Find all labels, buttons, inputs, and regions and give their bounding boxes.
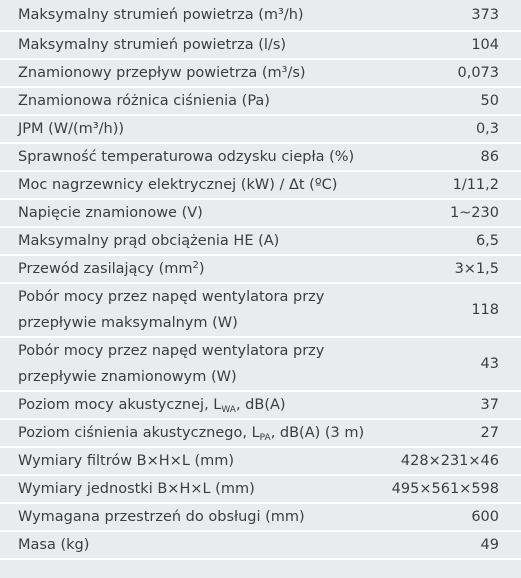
spec-label: Masa (kg) xyxy=(0,531,385,560)
label-text: , dB(A) (3 m) xyxy=(270,425,365,441)
spec-row: Moc nagrzewnicy elektrycznej (kW) / Δt (… xyxy=(0,171,521,200)
spec-label: Znamionowy przepływ powietrza (m³/s) xyxy=(0,59,385,88)
spec-label: Wymagana przestrzeń do obsługi (mm) xyxy=(0,503,385,532)
spec-row: Maksymalny strumień powietrza (m³/h) 373 xyxy=(0,0,521,32)
label-text: Sprawność temperaturowa odzysku ciepła (… xyxy=(18,149,355,165)
spec-label: Maksymalny prąd obciążenia HE (A) xyxy=(0,227,385,256)
label-text: ) xyxy=(198,261,205,277)
label-text: Masa (kg) xyxy=(18,537,90,553)
spec-label: Sprawność temperaturowa odzysku ciepła (… xyxy=(0,143,385,172)
label-text: , dB(A) xyxy=(235,397,286,413)
spec-value: 43 xyxy=(384,337,521,392)
spec-row: Maksymalny prąd obciążenia HE (A) 6,5 xyxy=(0,227,521,256)
spec-row: Pobór mocy przez napęd wentylatora przy p… xyxy=(0,337,521,392)
label-text: Poziom mocy akustycznej, L xyxy=(18,397,222,413)
spec-row: Pobór mocy przez napęd wentylatora przy p… xyxy=(0,283,521,338)
spec-value: 50 xyxy=(384,87,521,116)
label-text: Maksymalny strumień powietrza (l/s) xyxy=(18,37,287,53)
spec-value: 0,073 xyxy=(384,59,521,88)
spec-label: JPM (W/(m³/h)) xyxy=(0,115,385,144)
spec-row: Znamionowy przepływ powietrza (m³/s) 0,07… xyxy=(0,59,521,88)
label-line: Pobór mocy przez napęd wentylatora przy xyxy=(18,343,325,359)
spec-row: Wymagana przestrzeń do obsługi (mm) 600 xyxy=(0,503,521,532)
spec-value: 104 xyxy=(384,31,521,60)
label-text: Napięcie znamionowe (V) xyxy=(18,205,203,221)
spec-row: Sprawność temperaturowa odzysku ciepła (… xyxy=(0,143,521,172)
spec-row: Maksymalny strumień powietrza (l/s) 104 xyxy=(0,31,521,60)
spec-value: 373 xyxy=(384,0,521,32)
spec-row: Masa (kg) 49 xyxy=(0,531,521,560)
label-line: Pobór mocy przez napęd wentylatora przy xyxy=(18,289,325,305)
spec-value: 600 xyxy=(384,503,521,532)
spec-label: Pobór mocy przez napęd wentylatora przy p… xyxy=(0,337,385,392)
spec-label: Przewód zasilający (mm2) xyxy=(0,255,385,284)
label-line: przepływie maksymalnym (W) xyxy=(18,315,238,331)
spec-label: Poziom ciśnienia akustycznego, LPA, dB(A… xyxy=(0,419,385,448)
spec-label: Wymiary jednostki B×H×L (mm) xyxy=(0,475,385,504)
spec-row: Przewód zasilający (mm2) 3×1,5 xyxy=(0,255,521,284)
label-text: Znamionowy przepływ powietrza (m³/s) xyxy=(18,65,306,81)
spec-value: 495×561×598 xyxy=(384,475,521,504)
label-text: Znamionowa różnica ciśnienia (Pa) xyxy=(18,93,270,109)
spec-value: 0,3 xyxy=(384,115,521,144)
spec-label: Maksymalny strumień powietrza (m³/h) xyxy=(0,0,385,32)
spec-row: JPM (W/(m³/h)) 0,3 xyxy=(0,115,521,144)
spec-row: Poziom mocy akustycznej, LWA, dB(A) 37 xyxy=(0,391,521,420)
spec-value: 3×1,5 xyxy=(384,255,521,284)
superscript: 2 xyxy=(192,260,199,271)
label-text: Wymiary filtrów B×H×L (mm) xyxy=(18,453,235,469)
spec-row: Napięcie znamionowe (V) 1~230 xyxy=(0,199,521,228)
spec-label: Znamionowa różnica ciśnienia (Pa) xyxy=(0,87,385,116)
label-text: Wymagana przestrzeń do obsługi (mm) xyxy=(18,509,305,525)
label-text: Moc nagrzewnicy elektrycznej (kW) / Δt (… xyxy=(18,177,338,193)
spec-value: 49 xyxy=(384,531,521,560)
label-text: Maksymalny prąd obciążenia HE (A) xyxy=(18,233,280,249)
label-text: JPM (W/(m³/h)) xyxy=(18,121,125,137)
spec-value: 1/11,2 xyxy=(384,171,521,200)
spec-row: Wymiary jednostki B×H×L (mm) 495×561×598 xyxy=(0,475,521,504)
spec-value: 428×231×46 xyxy=(384,447,521,476)
spec-label: Poziom mocy akustycznej, LWA, dB(A) xyxy=(0,391,385,420)
spec-value: 1~230 xyxy=(384,199,521,228)
spec-row: Poziom ciśnienia akustycznego, LPA, dB(A… xyxy=(0,419,521,448)
spec-label: Wymiary filtrów B×H×L (mm) xyxy=(0,447,385,476)
spec-table: Maksymalny strumień powietrza (m³/h) 373 M… xyxy=(0,0,521,560)
spec-row: Wymiary filtrów B×H×L (mm) 428×231×46 xyxy=(0,447,521,476)
spec-label: Maksymalny strumień powietrza (l/s) xyxy=(0,31,385,60)
label-line: przepływie znamionowym (W) xyxy=(18,369,237,385)
spec-value: 6,5 xyxy=(384,227,521,256)
label-text: Poziom ciśnienia akustycznego, L xyxy=(18,425,260,441)
spec-value: 37 xyxy=(384,391,521,420)
spec-label: Moc nagrzewnicy elektrycznej (kW) / Δt (… xyxy=(0,171,385,200)
spec-value: 27 xyxy=(384,419,521,448)
subscript: PA xyxy=(259,433,271,443)
spec-row: Znamionowa różnica ciśnienia (Pa) 50 xyxy=(0,87,521,116)
label-text: Wymiary jednostki B×H×L (mm) xyxy=(18,481,255,497)
subscript: WA xyxy=(221,405,236,415)
spec-label: Napięcie znamionowe (V) xyxy=(0,199,385,228)
label-text: Maksymalny strumień powietrza (m³/h) xyxy=(18,7,304,23)
spec-label: Pobór mocy przez napęd wentylatora przy p… xyxy=(0,283,385,338)
spec-value: 86 xyxy=(384,143,521,172)
spec-value: 118 xyxy=(384,283,521,338)
label-text: Przewód zasilający (mm xyxy=(18,261,193,277)
